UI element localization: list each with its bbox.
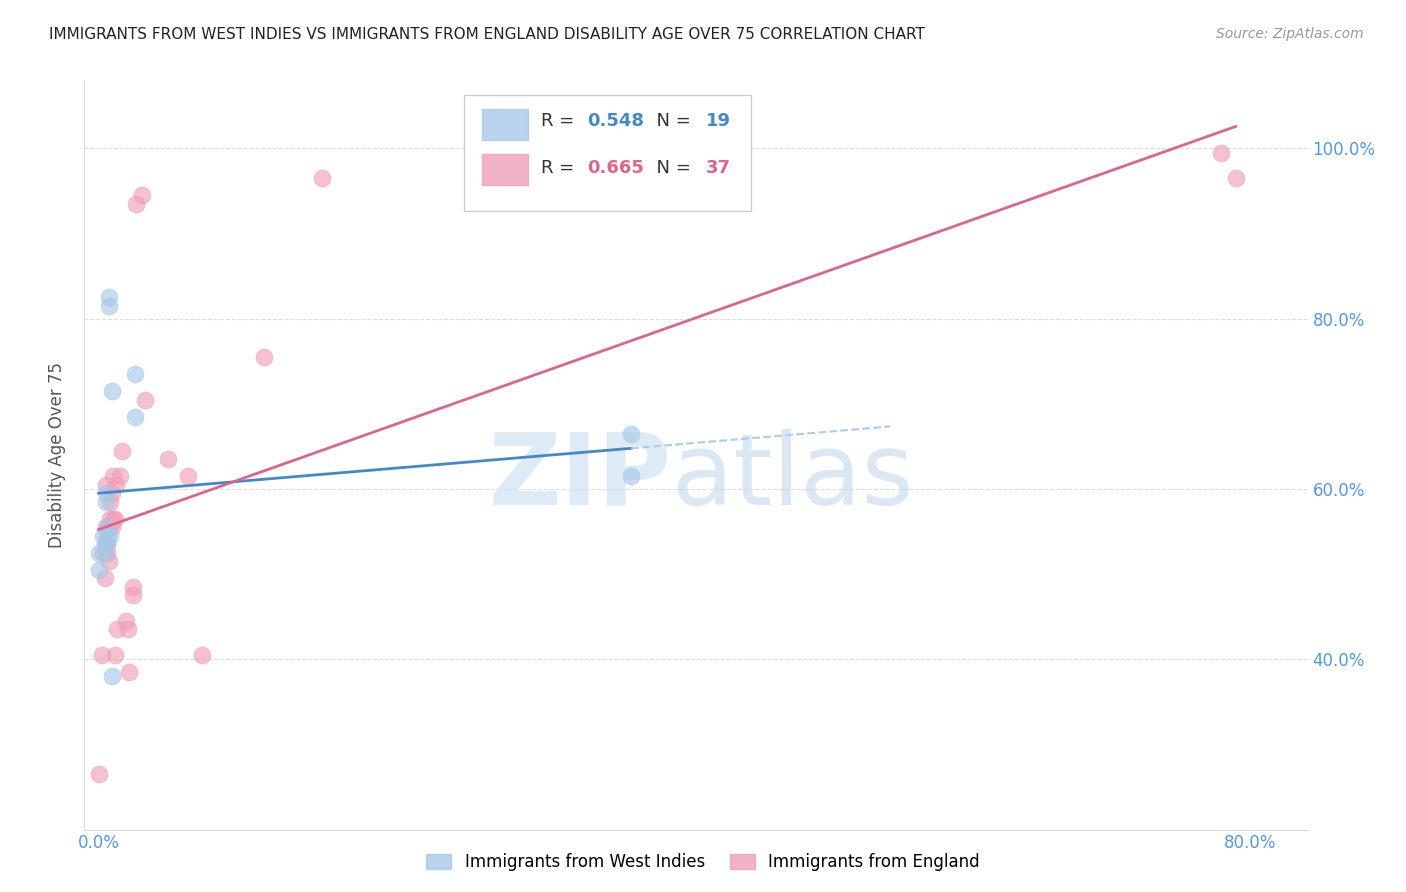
Point — [111, 443, 134, 458]
Point — [122, 580, 145, 594]
Point — [107, 623, 129, 637]
Point — [96, 537, 118, 551]
Point — [156, 452, 179, 467]
Point — [134, 392, 156, 407]
Text: 0.665: 0.665 — [588, 159, 644, 177]
FancyBboxPatch shape — [482, 109, 529, 140]
Point — [96, 546, 118, 560]
Point — [101, 469, 124, 483]
Point — [105, 477, 128, 491]
Point — [94, 520, 117, 534]
Point — [253, 350, 276, 364]
Point — [100, 520, 122, 534]
Point — [97, 554, 120, 568]
Point — [117, 623, 139, 637]
Text: Source: ZipAtlas.com: Source: ZipAtlas.com — [1216, 27, 1364, 41]
Point — [87, 563, 110, 577]
Point — [91, 546, 114, 560]
Point — [87, 767, 110, 781]
Point — [115, 614, 138, 628]
Point — [93, 546, 115, 560]
Point — [118, 665, 141, 679]
Text: ZIP: ZIP — [489, 429, 672, 526]
Point — [191, 648, 214, 662]
Text: R =: R = — [541, 112, 579, 130]
Point — [94, 494, 117, 508]
Text: 37: 37 — [706, 159, 731, 177]
Point — [98, 494, 121, 508]
Point — [100, 384, 122, 398]
Point — [90, 648, 112, 662]
Point — [93, 537, 115, 551]
Point — [94, 486, 117, 500]
Y-axis label: Disability Age Over 75: Disability Age Over 75 — [48, 362, 66, 548]
Text: atlas: atlas — [672, 429, 912, 526]
Point — [96, 537, 118, 551]
Point — [97, 290, 120, 304]
Text: N =: N = — [644, 159, 696, 177]
Text: 0.548: 0.548 — [588, 112, 644, 130]
Point — [87, 546, 110, 560]
Text: IMMIGRANTS FROM WEST INDIES VS IMMIGRANTS FROM ENGLAND DISABILITY AGE OVER 75 CO: IMMIGRANTS FROM WEST INDIES VS IMMIGRANT… — [49, 27, 925, 42]
Point — [1211, 145, 1233, 160]
Point — [110, 469, 132, 483]
Point — [91, 529, 114, 543]
Point — [97, 520, 120, 534]
Point — [125, 196, 148, 211]
Point — [103, 648, 125, 662]
Point — [100, 669, 122, 683]
Point — [96, 529, 118, 543]
Point — [101, 512, 124, 526]
Point — [124, 409, 146, 424]
Point — [124, 367, 146, 381]
FancyBboxPatch shape — [464, 95, 751, 211]
Point — [177, 469, 200, 483]
Point — [94, 477, 117, 491]
Point — [96, 520, 118, 534]
Point — [93, 571, 115, 585]
Point — [131, 188, 153, 202]
Point — [98, 529, 121, 543]
Text: N =: N = — [644, 112, 696, 130]
Point — [98, 512, 121, 526]
Point — [100, 486, 122, 500]
Text: 19: 19 — [706, 112, 731, 130]
Point — [620, 426, 643, 441]
Point — [97, 299, 120, 313]
Point — [311, 171, 333, 186]
Point — [122, 589, 145, 603]
Text: R =: R = — [541, 159, 579, 177]
Point — [620, 469, 643, 483]
Point — [103, 512, 125, 526]
FancyBboxPatch shape — [482, 153, 529, 186]
Point — [1225, 171, 1247, 186]
Legend: Immigrants from West Indies, Immigrants from England: Immigrants from West Indies, Immigrants … — [418, 845, 988, 880]
